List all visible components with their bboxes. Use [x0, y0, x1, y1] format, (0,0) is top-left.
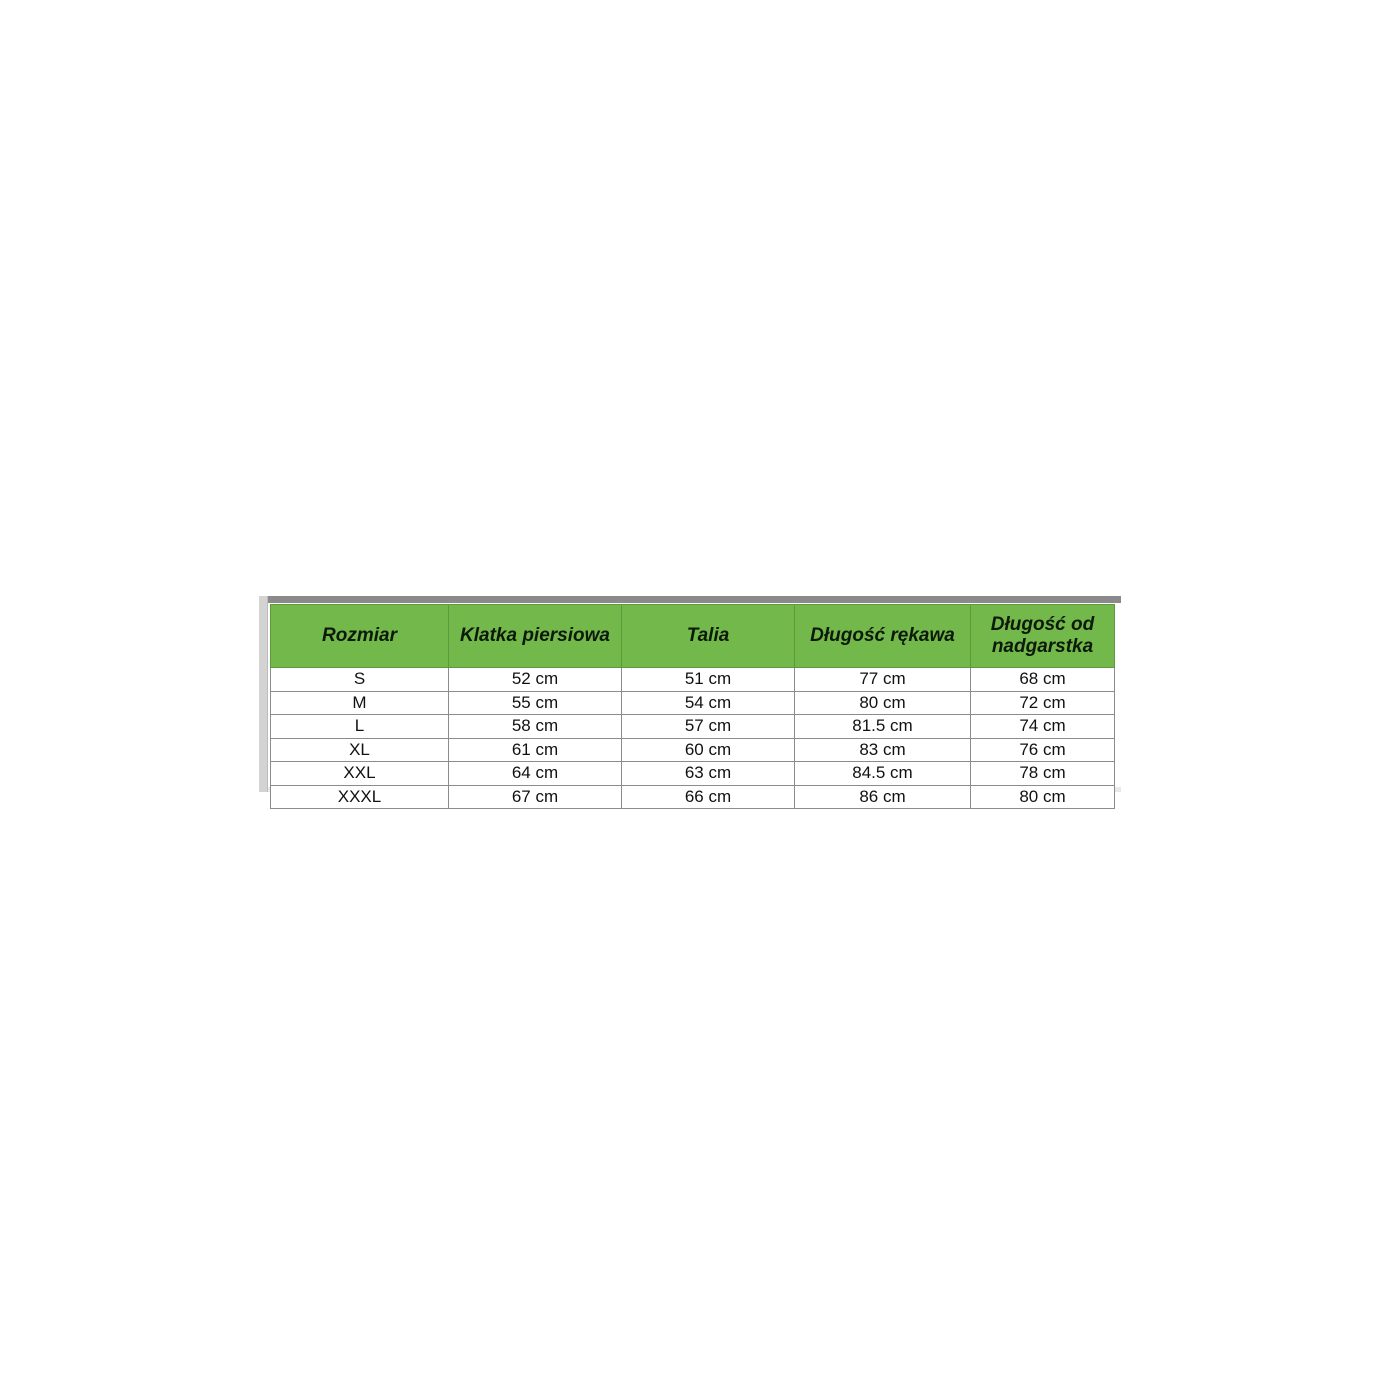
column-header-chest: Klatka piersiowa [448, 604, 622, 668]
table-row: XXL 64 cm 63 cm 84.5 cm 78 cm [270, 761, 1115, 786]
cell-size: L [270, 714, 449, 739]
cell-waist: 57 cm [621, 714, 795, 739]
size-chart-table: Rozmiar Klatka piersiowa Talia Długość r… [270, 604, 1115, 809]
cell-sleeve: 80 cm [794, 690, 971, 715]
cell-chest: 61 cm [448, 737, 622, 762]
frame-left-strip [259, 596, 268, 792]
table-row: XL 61 cm 60 cm 83 cm 76 cm [270, 737, 1115, 762]
cell-size: XXL [270, 761, 449, 786]
cell-wrist: 68 cm [970, 667, 1115, 692]
cell-chest: 52 cm [448, 667, 622, 692]
cell-sleeve: 84.5 cm [794, 761, 971, 786]
cell-chest: 67 cm [448, 784, 622, 809]
cell-waist: 51 cm [621, 667, 795, 692]
table-row: S 52 cm 51 cm 77 cm 68 cm [270, 667, 1115, 692]
column-header-waist: Talia [621, 604, 795, 668]
table-row: XXXL 67 cm 66 cm 86 cm 80 cm [270, 784, 1115, 809]
cell-sleeve: 86 cm [794, 784, 971, 809]
cell-wrist: 76 cm [970, 737, 1115, 762]
cell-size: XL [270, 737, 449, 762]
cell-wrist: 72 cm [970, 690, 1115, 715]
table-row: L 58 cm 57 cm 81.5 cm 74 cm [270, 714, 1115, 739]
table-body: S 52 cm 51 cm 77 cm 68 cm M 55 cm 54 cm … [270, 667, 1115, 809]
cell-size: S [270, 667, 449, 692]
cell-sleeve: 83 cm [794, 737, 971, 762]
cell-chest: 64 cm [448, 761, 622, 786]
cell-size: M [270, 690, 449, 715]
table-row: M 55 cm 54 cm 80 cm 72 cm [270, 690, 1115, 715]
cell-sleeve: 77 cm [794, 667, 971, 692]
size-chart-frame: Rozmiar Klatka piersiowa Talia Długość r… [259, 596, 1121, 809]
table-header: Rozmiar Klatka piersiowa Talia Długość r… [270, 604, 1115, 668]
column-header-size: Rozmiar [270, 604, 449, 668]
frame-top-band [267, 596, 1121, 603]
cell-waist: 60 cm [621, 737, 795, 762]
column-header-sleeve: Długość rękawa [794, 604, 971, 668]
cell-size: XXXL [270, 784, 449, 809]
cell-chest: 58 cm [448, 714, 622, 739]
cell-waist: 63 cm [621, 761, 795, 786]
cell-sleeve: 81.5 cm [794, 714, 971, 739]
cell-wrist: 80 cm [970, 784, 1115, 809]
cell-waist: 54 cm [621, 690, 795, 715]
cell-chest: 55 cm [448, 690, 622, 715]
cell-wrist: 74 cm [970, 714, 1115, 739]
cell-wrist: 78 cm [970, 761, 1115, 786]
header-row: Rozmiar Klatka piersiowa Talia Długość r… [270, 604, 1115, 668]
column-header-wrist: Długość od nadgarstka [970, 604, 1115, 668]
cell-waist: 66 cm [621, 784, 795, 809]
